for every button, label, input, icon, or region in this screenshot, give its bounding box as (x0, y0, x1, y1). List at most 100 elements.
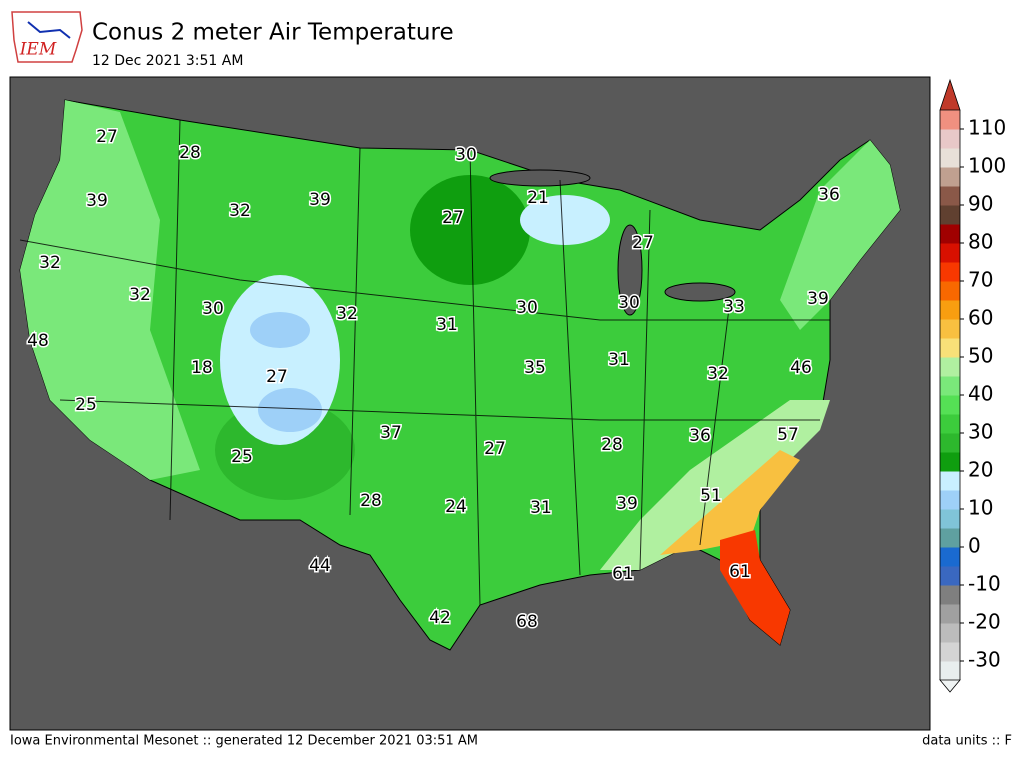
colorbar-band (940, 319, 960, 339)
colorbar-band (940, 129, 960, 149)
footer-left: Iowa Environmental Mesonet :: generated … (10, 734, 478, 749)
station-label: 32 (707, 364, 729, 384)
colorbar-band (940, 566, 960, 586)
colorbar-tick-label: 50 (968, 344, 993, 368)
station-label: 31 (608, 350, 630, 370)
colorbar-band (940, 414, 960, 434)
colorbar-band (940, 452, 960, 472)
station-label: 36 (818, 185, 840, 205)
station-label: 18 (191, 358, 213, 378)
station-label: 30 (455, 145, 477, 165)
colorbar-tick-label: 80 (968, 230, 993, 254)
colorbar-tick-label: 40 (968, 382, 993, 406)
colorbar-band (940, 585, 960, 605)
station-label: 25 (75, 395, 97, 415)
station-label: 30 (202, 299, 224, 319)
colorbar-band (940, 623, 960, 643)
station-label: 51 (700, 486, 722, 506)
colorbar-band (940, 661, 960, 681)
station-label: 35 (524, 358, 546, 378)
colorbar-band (940, 490, 960, 510)
colorbar-band (940, 186, 960, 206)
station-label: 24 (445, 497, 467, 517)
station-labels: 27 28 30 39 32 39 21 27 36 32 27 32 30 32 31 30 30 33 39 48… (26, 126, 842, 634)
station-label: 27 (632, 233, 654, 253)
colorbar-band (940, 110, 960, 130)
station-label: 33 (723, 297, 745, 317)
station-label: 27 (96, 127, 118, 147)
title: Conus 2 meter Air Temperature (92, 20, 454, 46)
station-label: 31 (436, 315, 458, 335)
colorbar-band (940, 604, 960, 624)
station-label: 30 (618, 293, 640, 313)
station-label: 46 (790, 358, 812, 378)
station-label: 27 (484, 439, 506, 459)
colorbar-tick-label: 30 (968, 420, 993, 444)
colorbar-tick-label: -10 (968, 572, 1001, 596)
logo-text: IEM (19, 40, 57, 60)
colorbar-band (940, 471, 960, 491)
footer-right: data units :: F (922, 734, 1012, 749)
station-label: 31 (530, 498, 552, 518)
colorbar-band (940, 167, 960, 187)
station-label: 61 (729, 562, 751, 582)
station-label: 42 (429, 608, 451, 628)
station-label: 27 (442, 208, 464, 228)
colorbar-tick-label: 100 (968, 154, 1006, 178)
logo: IEM (11, 11, 83, 63)
colorbar-tick-label: 60 (968, 306, 993, 330)
station-label: 32 (336, 304, 358, 324)
station-label: 39 (86, 191, 108, 211)
station-label: 28 (360, 491, 382, 511)
station-label: 32 (229, 201, 251, 221)
station-label: 39 (807, 289, 829, 309)
station-label: 36 (689, 426, 711, 446)
colorbar-tick-label: 70 (968, 268, 993, 292)
station-label: 39 (309, 190, 331, 210)
colorbar-tick-label: 0 (968, 534, 981, 558)
colorbar-band (940, 547, 960, 567)
station-label: 68 (516, 612, 538, 632)
colorbar-tick-label: -30 (968, 648, 1001, 672)
station-label: 25 (231, 447, 253, 467)
colorbar-under (939, 679, 961, 693)
colorbar-band (940, 433, 960, 453)
colorbar-band (940, 205, 960, 225)
colorbar-tick-label: 110 (968, 116, 1006, 140)
subtitle: 12 Dec 2021 3:51 AM (92, 53, 243, 69)
colorbar-tick-label: 90 (968, 192, 993, 216)
station-label: 30 (516, 298, 538, 318)
colorbar-band (940, 376, 960, 396)
colorbar: -30 -20 -10 0 10 20 30 40 50 60 70 80 90 100 110 (939, 78, 1006, 693)
colorbar-band (940, 509, 960, 529)
station-label: 57 (777, 425, 799, 445)
colorbar-tick-label: 10 (968, 496, 993, 520)
colorbar-band (940, 262, 960, 282)
colorbar-band (940, 224, 960, 244)
station-label: 61 (612, 564, 634, 584)
colorbar-band (940, 528, 960, 548)
colorbar-band (940, 300, 960, 320)
colorbar-band (940, 338, 960, 358)
colorbar-band (940, 395, 960, 415)
colorbar-band (940, 357, 960, 377)
colorbar-band (940, 243, 960, 263)
station-label: 44 (309, 556, 331, 576)
station-label: 27 (266, 367, 288, 387)
station-label: 39 (616, 494, 638, 514)
colorbar-band (940, 642, 960, 662)
station-label: 37 (380, 423, 402, 443)
station-label: 32 (39, 253, 61, 273)
colorbar-over (939, 78, 961, 111)
colorbar-band (940, 281, 960, 301)
colorbar-tick-label: 20 (968, 458, 993, 482)
map (9, 76, 931, 731)
colorbar-band (940, 148, 960, 168)
station-label: 48 (27, 331, 49, 351)
colorbar-tick-label: -20 (968, 610, 1001, 634)
station-label: 21 (527, 188, 549, 208)
station-label: 28 (601, 435, 623, 455)
station-label: 32 (129, 285, 151, 305)
station-label: 28 (179, 143, 201, 163)
